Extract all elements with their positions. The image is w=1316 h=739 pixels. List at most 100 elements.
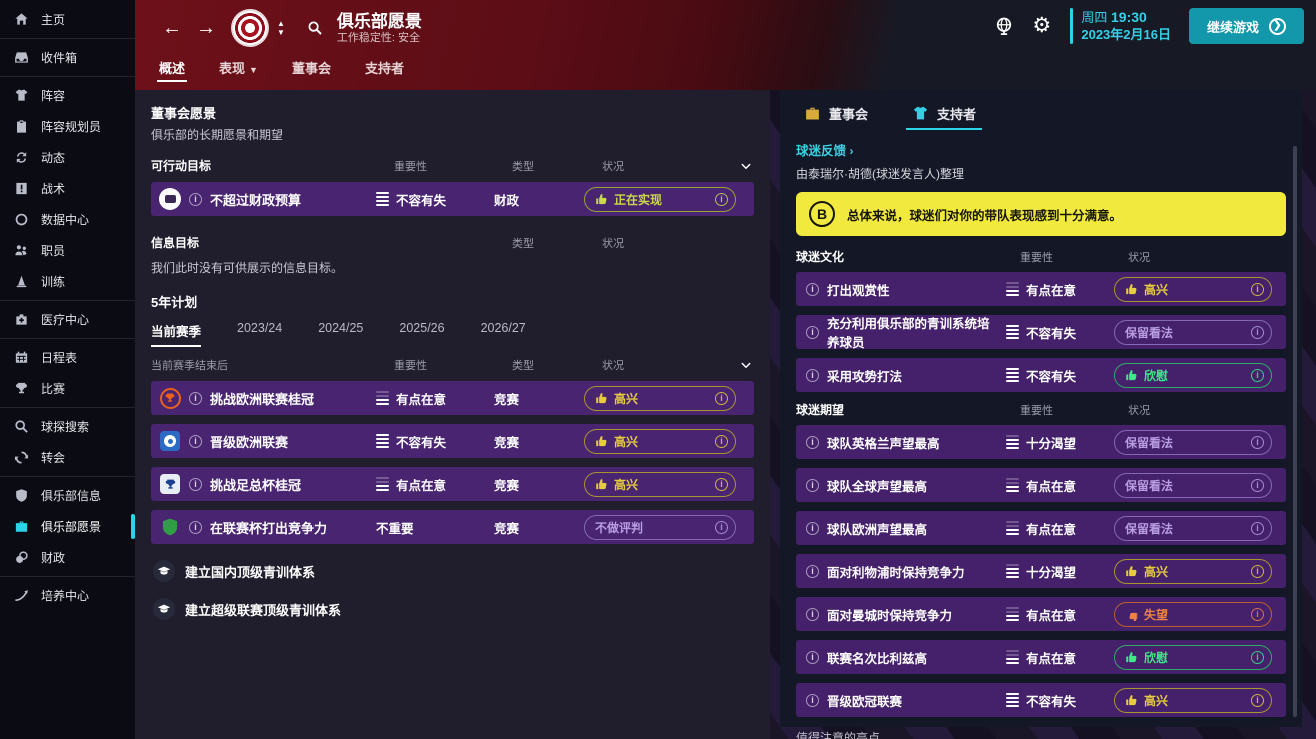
expectation-row-mancity[interactable]: i 面对曼城时保持竞争力 有点在意 失望 i: [796, 597, 1286, 631]
expectation-row-leeds[interactable]: i 联赛名次比利兹高 有点在意 欣慰 i: [796, 640, 1286, 674]
continue-button[interactable]: 继续游戏 ❯: [1188, 8, 1304, 44]
tab-overview[interactable]: 概述: [156, 58, 188, 86]
sidebar-item-staff[interactable]: 职员: [0, 235, 135, 266]
info-icon[interactable]: i: [1251, 325, 1264, 339]
info-icon[interactable]: i: [1251, 521, 1264, 535]
status-pill[interactable]: 高兴 i: [1114, 687, 1272, 713]
status-pill[interactable]: 正在实现 i: [584, 186, 736, 212]
sidebar-item-schedule[interactable]: 日程表: [0, 342, 135, 373]
status-pill[interactable]: 高兴 i: [584, 428, 736, 454]
sidebar-item-home[interactable]: 主页: [0, 4, 135, 35]
info-icon[interactable]: i: [1251, 693, 1264, 707]
tab-2025-26[interactable]: 2025/26: [399, 321, 445, 335]
tab-2023-24[interactable]: 2023/24: [237, 321, 283, 335]
info-icon[interactable]: i: [715, 391, 728, 405]
sidebar-item-dynamics[interactable]: 动态: [0, 142, 135, 173]
tab-current-season[interactable]: 当前赛季: [151, 321, 202, 347]
info-icon[interactable]: i: [189, 192, 202, 206]
sidebar-item-training[interactable]: 训练: [0, 266, 135, 297]
expectation-row-global-rep[interactable]: i 球队全球声望最高 有点在意 保留看法 i: [796, 468, 1286, 502]
info-icon[interactable]: i: [189, 477, 202, 491]
info-icon[interactable]: i: [806, 325, 819, 339]
sidebar-item-squad-planner[interactable]: 阵容规划员: [0, 111, 135, 142]
info-icon[interactable]: i: [189, 520, 202, 534]
sidebar-item-data-hub[interactable]: 数据中心: [0, 204, 135, 235]
status-pill[interactable]: 不做评判 i: [584, 514, 736, 540]
info-icon[interactable]: i: [806, 607, 819, 621]
sidebar-item-club-info[interactable]: 俱乐部信息: [0, 480, 135, 511]
fan-feedback-link[interactable]: 球迷反馈 ›: [796, 144, 854, 158]
sort-chevron-down-icon[interactable]: [740, 359, 752, 371]
status-pill[interactable]: 保留看法 i: [1114, 429, 1272, 455]
info-icon[interactable]: i: [1251, 435, 1264, 449]
gear-icon[interactable]: ⚙: [1032, 14, 1052, 37]
sidebar-item-club-vision[interactable]: 俱乐部愿景: [0, 511, 135, 542]
tab-2026-27[interactable]: 2026/27: [480, 321, 526, 335]
tab-board[interactable]: 董事会: [291, 61, 331, 76]
tab-board-right[interactable]: 董事会: [804, 104, 868, 130]
sidebar-item-inbox[interactable]: 收件箱: [0, 42, 135, 73]
sort-chevron-down-icon[interactable]: [740, 160, 752, 172]
forward-arrow-icon[interactable]: →: [196, 16, 216, 39]
culture-row-attacking[interactable]: i 采用攻势打法 不容有失 欣慰 i: [796, 358, 1286, 392]
info-icon[interactable]: i: [806, 521, 819, 535]
sidebar-item-transfers[interactable]: 转会: [0, 442, 135, 473]
sidebar-item-scouting[interactable]: 球探搜索: [0, 411, 135, 442]
info-icon[interactable]: i: [1251, 368, 1264, 382]
info-icon[interactable]: i: [189, 434, 202, 448]
info-icon[interactable]: i: [806, 282, 819, 296]
info-icon[interactable]: i: [715, 434, 728, 448]
club-badge[interactable]: [231, 9, 269, 47]
culture-row-youth-system[interactable]: i 充分利用俱乐部的青训系统培养球员 不容有失 保留看法 i: [796, 315, 1286, 350]
info-icon[interactable]: i: [806, 693, 819, 707]
sidebar-item-finances[interactable]: 财政: [0, 542, 135, 573]
back-arrow-icon[interactable]: ←: [162, 16, 182, 39]
scrollbar[interactable]: [1293, 146, 1297, 717]
expectation-row-england-rep[interactable]: i 球队英格兰声望最高 十分渴望 保留看法 i: [796, 425, 1286, 459]
vision-extra-youth-league[interactable]: 建立超级联赛顶级青训体系: [153, 598, 754, 620]
info-icon[interactable]: i: [806, 368, 819, 382]
info-icon[interactable]: i: [1251, 607, 1264, 621]
info-icon[interactable]: i: [189, 391, 202, 405]
info-icon[interactable]: i: [1251, 650, 1264, 664]
sidebar-item-development-centre[interactable]: 培养中心: [0, 580, 135, 611]
status-pill[interactable]: 保留看法 i: [1114, 319, 1272, 345]
sidebar-item-matches[interactable]: 比赛: [0, 373, 135, 404]
expectation-row-champions-league[interactable]: i 晋级欧冠联赛 不容有失 高兴 i: [796, 683, 1286, 717]
goal-row-league-cup[interactable]: i 在联赛杯打出竞争力 不重要 竞赛 不做评判 i: [151, 510, 754, 544]
sidebar-item-tactics[interactable]: 战术: [0, 173, 135, 204]
info-icon[interactable]: i: [715, 520, 728, 534]
search-icon[interactable]: [307, 20, 323, 36]
goal-row-fa-cup[interactable]: i 挑战足总杯桂冠 有点在意 竞赛 高兴 i: [151, 467, 754, 501]
info-icon[interactable]: i: [806, 564, 819, 578]
goal-row-europa-qualify[interactable]: i 晋级欧洲联赛 不容有失 竞赛 高兴 i: [151, 424, 754, 458]
status-pill[interactable]: 欣慰 i: [1114, 362, 1272, 388]
info-icon[interactable]: i: [1251, 564, 1264, 578]
tab-2024-25[interactable]: 2024/25: [318, 321, 364, 335]
info-icon[interactable]: i: [715, 192, 728, 206]
goal-row-europa-title[interactable]: i 挑战欧洲联赛桂冠 有点在意 竞赛 高兴 i: [151, 381, 754, 415]
vision-extra-youth-domestic[interactable]: 建立国内顶级青训体系: [153, 560, 754, 582]
tab-supporters-right[interactable]: 支持者: [906, 104, 983, 130]
sidebar-item-medical-centre[interactable]: 医疗中心: [0, 304, 135, 335]
club-selector-chevrons[interactable]: ▲ ▼: [277, 20, 285, 37]
info-icon[interactable]: i: [1251, 478, 1264, 492]
culture-row-entertaining[interactable]: i 打出观赏性 有点在意 高兴 i: [796, 272, 1286, 306]
sidebar-item-squad[interactable]: 阵容: [0, 80, 135, 111]
world-icon[interactable]: [994, 16, 1014, 36]
status-pill[interactable]: 高兴 i: [1114, 558, 1272, 584]
status-pill[interactable]: 保留看法 i: [1114, 515, 1272, 541]
info-icon[interactable]: i: [806, 478, 819, 492]
goal-row-budget[interactable]: i 不超过财政预算 不容有失 财政 正在实现 i: [151, 182, 754, 216]
expectation-row-europe-rep[interactable]: i 球队欧洲声望最高 有点在意 保留看法 i: [796, 511, 1286, 545]
info-icon[interactable]: i: [715, 477, 728, 491]
status-pill[interactable]: 失望 i: [1114, 601, 1272, 627]
tab-supporters[interactable]: 支持者: [364, 61, 404, 76]
status-pill[interactable]: 高兴 i: [584, 385, 736, 411]
status-pill[interactable]: 高兴 i: [584, 471, 736, 497]
info-icon[interactable]: i: [1251, 282, 1264, 296]
expectation-row-liverpool[interactable]: i 面对利物浦时保持竞争力 十分渴望 高兴 i: [796, 554, 1286, 588]
info-icon[interactable]: i: [806, 650, 819, 664]
status-pill[interactable]: 高兴 i: [1114, 276, 1272, 302]
status-pill[interactable]: 欣慰 i: [1114, 644, 1272, 670]
